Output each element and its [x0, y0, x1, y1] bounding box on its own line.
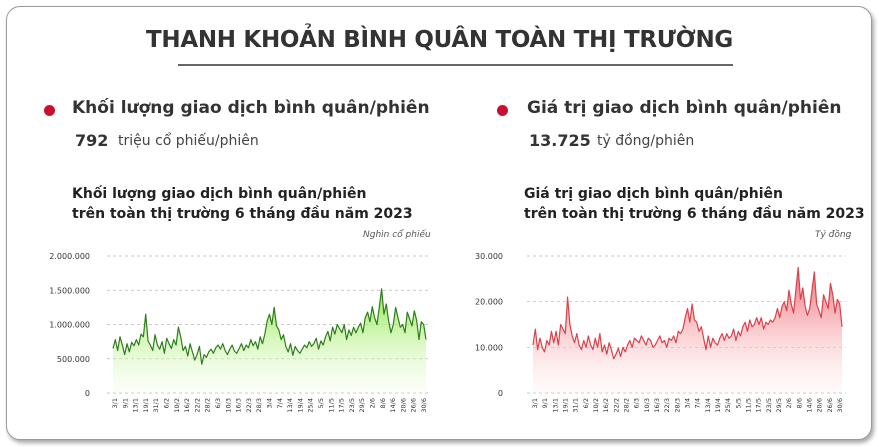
y-tick-label: 30.000: [475, 252, 503, 261]
x-tick-label: 3/4: [684, 398, 692, 408]
bullet-dot-icon: [44, 105, 55, 116]
x-tick-label: 13/4: [704, 398, 712, 413]
x-tick-label: 30/6: [836, 398, 844, 413]
x-tick-label: 8/6: [795, 398, 803, 408]
bullet-dot-icon: [497, 105, 508, 116]
value-chart-title-line1: Giá trị giao dịch bình quân/phiên: [524, 186, 783, 202]
x-tick-label: 16/2: [183, 398, 191, 413]
volume-chart-title-line1: Khối lượng giao dịch bình quân/phiên: [72, 186, 367, 202]
x-tick-label: 17/5: [755, 398, 763, 413]
value-chart-unit: Tỷ đồng: [815, 230, 852, 240]
x-tick-label: 22/2: [193, 398, 201, 413]
x-tick-label: 2/6: [785, 398, 793, 408]
volume-stat-value: 792: [75, 131, 109, 150]
x-tick-label: 6/3: [214, 398, 222, 408]
x-tick-label: 10/3: [224, 398, 232, 413]
x-tick-label: 7/4: [276, 398, 284, 408]
x-tick-label: 16/3: [235, 398, 243, 413]
x-tick-label: 14/6: [389, 398, 397, 413]
x-tick-label: 5/5: [317, 398, 325, 408]
x-tick-label: 16/3: [653, 398, 661, 413]
x-tick-label: 28/2: [204, 398, 212, 413]
y-tick-label: 0: [85, 389, 90, 398]
x-tick-label: 8/6: [379, 398, 387, 408]
series-line: [532, 266, 843, 360]
x-tick-label: 19/1: [142, 398, 150, 413]
x-tick-label: 11/5: [327, 398, 335, 413]
x-tick-label: 20/6: [816, 398, 824, 413]
title-divider: [178, 64, 733, 66]
x-tick-label: 23/5: [765, 398, 773, 413]
x-tick-label: 10/2: [592, 398, 600, 413]
value-chart-title-line2: trên toàn thị trường 6 tháng đầu năm 202…: [524, 206, 865, 222]
x-tick-label: 28/3: [255, 398, 263, 413]
x-tick-label: 13/4: [286, 398, 294, 413]
x-tick-label: 6/2: [163, 398, 171, 408]
x-tick-label: 28/2: [623, 398, 631, 413]
value-stat-value: 13.725: [529, 131, 591, 150]
x-tick-label: 26/6: [410, 398, 418, 413]
x-tick-label: 19/1: [562, 398, 570, 413]
x-tick-label: 16/2: [602, 398, 610, 413]
y-tick-label: 10.000: [475, 343, 503, 352]
volume-chart-title-line2: trên toàn thị trường 6 tháng đầu năm 202…: [72, 206, 413, 222]
volume-stat-label: Khối lượng giao dịch bình quân/phiên: [72, 98, 430, 118]
y-tick-label: 1.500.000: [49, 286, 90, 295]
x-tick-label: 3/4: [266, 398, 274, 408]
y-tick-label: 1.000.000: [49, 321, 90, 330]
x-tick-label: 31/1: [152, 398, 160, 413]
x-tick-label: 6/2: [582, 398, 590, 408]
y-tick-label: 20.000: [475, 298, 503, 307]
series-area: [533, 267, 842, 393]
x-tick-label: 29/5: [358, 398, 366, 413]
x-tick-label: 28/3: [673, 398, 681, 413]
x-tick-label: 14/6: [806, 398, 814, 413]
value-stat-unit: tỷ đồng/phiên: [597, 133, 695, 149]
volume-stat-unit: triệu cổ phiếu/phiên: [118, 133, 259, 149]
x-tick-label: 29/5: [775, 398, 783, 413]
x-tick-label: 13/1: [132, 398, 140, 413]
volume-chart-title: Khối lượng giao dịch bình quân/phiên trê…: [72, 184, 413, 224]
x-tick-label: 23/5: [348, 398, 356, 413]
x-tick-label: 25/4: [724, 398, 732, 413]
x-tick-label: 22/2: [612, 398, 620, 413]
series-line: [112, 288, 427, 365]
y-tick-label: 0: [498, 389, 503, 398]
x-tick-label: 26/6: [826, 398, 834, 413]
x-tick-label: 3/1: [531, 398, 539, 408]
x-tick-label: 6/3: [633, 398, 641, 408]
x-tick-label: 5/5: [734, 398, 742, 408]
x-tick-label: 17/5: [338, 398, 346, 413]
x-tick-label: 31/1: [572, 398, 580, 413]
x-tick-label: 9/1: [121, 398, 129, 408]
x-tick-label: 25/4: [307, 398, 315, 413]
x-tick-label: 20/6: [399, 398, 407, 413]
x-tick-label: 10/2: [173, 398, 181, 413]
x-tick-label: 19/4: [296, 398, 304, 413]
x-tick-label: 22/3: [663, 398, 671, 413]
x-tick-label: 22/3: [245, 398, 253, 413]
y-tick-label: 500.000: [57, 355, 90, 364]
x-tick-label: 19/4: [714, 398, 722, 413]
value-chart-title: Giá trị giao dịch bình quân/phiên trên t…: [524, 184, 865, 224]
y-tick-label: 2.000.000: [49, 252, 90, 261]
x-tick-label: 3/1: [111, 398, 119, 408]
x-tick-label: 30/6: [420, 398, 428, 413]
series-area: [113, 288, 426, 393]
x-tick-label: 11/5: [745, 398, 753, 413]
value-stat-label: Giá trị giao dịch bình quân/phiên: [527, 98, 842, 118]
x-tick-label: 9/1: [541, 398, 549, 408]
x-tick-label: 10/3: [643, 398, 651, 413]
volume-chart-unit: Nghìn cổ phiếu: [363, 230, 431, 240]
page-title: THANH KHOẢN BÌNH QUÂN TOÀN THỊ TRƯỜNG: [145, 27, 733, 53]
x-tick-label: 7/4: [694, 398, 702, 408]
x-tick-label: 2/6: [369, 398, 377, 408]
x-tick-label: 13/1: [551, 398, 559, 413]
